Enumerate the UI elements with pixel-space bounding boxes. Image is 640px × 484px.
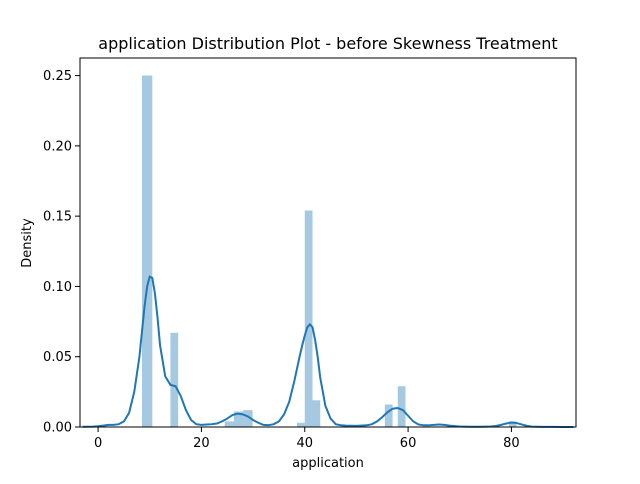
kde-line bbox=[82, 275, 574, 428]
histogram-bars bbox=[142, 75, 517, 427]
x-tick-label: 40 bbox=[296, 436, 313, 451]
histogram-bar bbox=[170, 332, 179, 427]
axes-frame bbox=[79, 57, 577, 428]
histogram-bar bbox=[243, 410, 253, 427]
x-tick-label: 60 bbox=[400, 436, 417, 451]
chart-title: application Distribution Plot - before S… bbox=[98, 34, 557, 53]
x-axis-ticks: 0 20 40 60 80 bbox=[94, 427, 520, 451]
y-tick-label: 0.25 bbox=[43, 69, 72, 84]
x-tick-label: 80 bbox=[503, 436, 520, 451]
histogram-bar bbox=[304, 210, 313, 427]
y-axis-label: Density bbox=[20, 218, 35, 268]
y-tick-label: 0.00 bbox=[43, 421, 72, 436]
histogram-bar bbox=[224, 421, 234, 427]
x-tick-label: 20 bbox=[193, 436, 210, 451]
histogram-bar bbox=[312, 400, 321, 427]
histogram-bar bbox=[508, 421, 517, 427]
histogram-bar bbox=[297, 422, 305, 427]
histogram-bar bbox=[142, 75, 153, 427]
y-tick-label: 0.15 bbox=[43, 210, 72, 225]
histogram-bar bbox=[397, 386, 406, 427]
x-tick-label: 0 bbox=[94, 436, 102, 451]
y-tick-label: 0.10 bbox=[43, 280, 72, 295]
y-tick-label: 0.20 bbox=[43, 139, 72, 154]
y-axis-ticks: 0.00 0.05 0.10 0.15 0.20 0.25 bbox=[43, 69, 80, 436]
histogram-bar bbox=[384, 404, 393, 427]
y-tick-label: 0.05 bbox=[43, 350, 72, 365]
histogram-bar bbox=[233, 411, 244, 427]
x-axis-label: application bbox=[292, 456, 364, 471]
